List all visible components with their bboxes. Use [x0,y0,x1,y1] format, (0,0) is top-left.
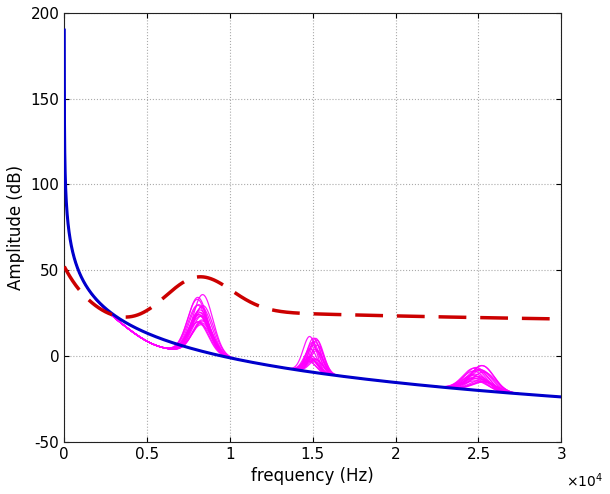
Text: $\times 10^4$: $\times 10^4$ [566,472,603,491]
Y-axis label: Amplitude (dB): Amplitude (dB) [7,165,25,290]
X-axis label: frequency (Hz): frequency (Hz) [251,467,374,485]
